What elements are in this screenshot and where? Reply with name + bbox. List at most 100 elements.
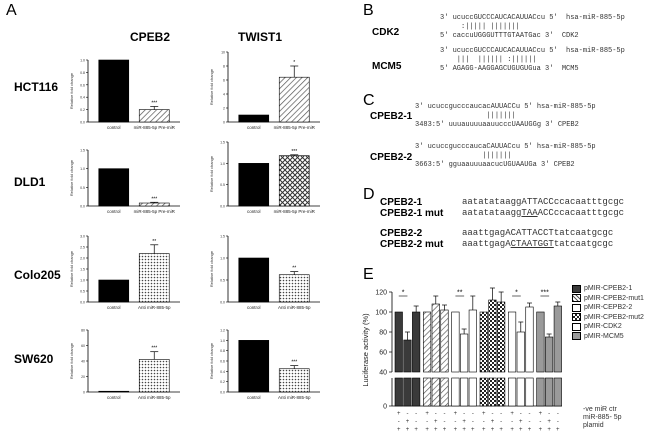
chart-a-hct116-twist1: 0 2 4 6 8 10 Relative fold change control miR-88…: [209, 51, 320, 130]
significance-label: *: [293, 60, 295, 66]
condition-sign: -: [426, 419, 428, 425]
d-seq-2-pre: aaattgagA: [462, 228, 511, 238]
bar-1: [138, 253, 170, 303]
bar-upper: [394, 311, 403, 373]
bar-upper: [553, 305, 562, 373]
col-header-cpeb2: CPEB2: [129, 30, 170, 44]
condition-sign: -: [528, 419, 530, 425]
condition-sign: +: [434, 427, 438, 433]
x-tick-label: miR-885-5p Pre-miR: [134, 125, 176, 130]
bar-1: [138, 109, 170, 123]
y-tick-label: 0.0: [220, 205, 225, 209]
x-tick-label: control: [247, 395, 261, 400]
chart-a-dld1-twist1: 0.0 0.5 1.0 1.5 Relative fold change control m…: [209, 141, 320, 214]
bar-upper: [508, 311, 517, 373]
legend-item: pMIR-CPEB2-mut1: [572, 294, 644, 304]
bar-lower: [545, 377, 554, 407]
d-seq-cpeb2-2: aaattgagACATTACCTtatcaatgcgc: [462, 228, 613, 238]
bar-lower: [451, 377, 460, 407]
condition-sign: +: [482, 427, 486, 433]
condition-sign: -: [454, 419, 456, 425]
bar-upper: [451, 311, 460, 373]
y-tick-label: 0.0: [80, 205, 85, 209]
condition-sign: +: [414, 427, 418, 433]
y-tick-label: 2.0: [80, 257, 85, 261]
chart-a-sw620-twist1: 0.0 0.2 0.4 0.6 0.8 1.0 1.2 Relative fold chang…: [209, 329, 320, 400]
x-tick-label: Anti miR-885-5p: [278, 395, 311, 400]
bar-lower: [479, 377, 488, 407]
label-cpeb2-2: CPEB2-2: [370, 152, 413, 163]
y-tick-label: 0.0: [220, 301, 225, 305]
x-tick-label: control: [107, 395, 121, 400]
y-tick-label: 0: [83, 391, 85, 395]
y-axis-label: Luciferase activity (%): [361, 313, 370, 387]
bar-upper: [423, 311, 432, 373]
y-axis-label: Relative fold change: [209, 342, 214, 379]
y-tick-label: 8: [223, 65, 225, 69]
d-seq-2-site: CATTACCT: [510, 228, 554, 238]
y-tick-label: 6: [223, 79, 225, 83]
condition-sign: -: [435, 411, 437, 417]
x-tick-label: Anti miR-885-5p: [138, 395, 171, 400]
y-axis-label: Relative fold change: [69, 72, 74, 109]
legend-label: pMIR-CDK2: [584, 323, 622, 331]
legend-swatch: [572, 322, 581, 331]
row-label-neg-ctr: -ve miR ctr: [583, 406, 617, 413]
y-tick-label: 2: [223, 107, 225, 111]
d-seq-1-site: ATTACC: [521, 197, 554, 207]
chart-a-hct116-cpeb2: 0.0 0.2 0.4 0.6 0.8 1.0 Relative fold change co…: [69, 59, 180, 130]
condition-sign: -: [472, 411, 474, 417]
legend-item: pMIR-CDK2: [572, 322, 644, 332]
legend-item: pMIR-CPEB2-1: [572, 284, 644, 294]
condition-sign: -: [415, 419, 417, 425]
legend-item: pMIR-MCM5: [572, 332, 644, 342]
condition-sign: -: [520, 411, 522, 417]
chart-a-sw620-cpeb2: 0 20 40 60 80 Relative fold change control Anti…: [69, 329, 180, 400]
col-header-twist1: TWIST1: [238, 30, 282, 44]
y-tick-label: 80: [81, 329, 85, 333]
label-d-cpeb2-1: CPEB2-1: [380, 197, 423, 208]
y-tick-label: 0.0: [80, 301, 85, 305]
d-seq-2-post: tatcaatgcgc: [553, 228, 614, 238]
x-tick-label: control: [247, 125, 261, 130]
bar-lower: [412, 377, 421, 407]
cpeb2-2-mir-seq: 3' ucuccgucccaucaCAUUACcu 5' hsa-miR-885…: [415, 143, 596, 151]
y-tick-label: 0.4: [80, 96, 85, 100]
d-seq-1-pre: aatatataagg: [462, 197, 522, 207]
bar-upper: [525, 306, 534, 373]
y-tick-label: 1.0: [220, 257, 225, 261]
label-d-cpeb2-2: CPEB2-2: [380, 228, 423, 239]
bar-0: [238, 163, 270, 207]
panel-letter-c: C: [363, 92, 375, 109]
y-tick-label: 40: [81, 360, 85, 364]
chart-a-colo205-cpeb2: 0.0 0.5 1.0 1.5 2.0 2.5 3.0 Relative fold chang…: [69, 235, 180, 310]
legend-swatch: [572, 294, 581, 303]
legend-label: pMIR-MCM5: [584, 332, 624, 340]
panel-letter-e: E: [363, 266, 374, 283]
cpeb2-1-target-seq: 3483:5' uuuauuuuaauucccUAAUGGg 3' CPEB2: [415, 121, 579, 129]
condition-sign: +: [519, 427, 523, 433]
cpeb2-2-target-seq: 3663:5' gguaauuuaacucUGUAAUGa 3' CPEB2: [415, 161, 575, 169]
condition-sign: +: [539, 427, 543, 433]
bar-lower: [403, 377, 412, 407]
y-tick-label: 1.0: [220, 339, 225, 343]
bar-lower: [536, 377, 545, 407]
bar-group-3: + - -- + -+ + +: [479, 287, 506, 433]
condition-sign: +: [491, 427, 495, 433]
condition-sign: +: [443, 427, 447, 433]
y-tick-label: 1.0: [80, 59, 85, 63]
condition-sign: +: [491, 419, 495, 425]
significance-label: ***: [291, 149, 297, 155]
bar-0: [98, 390, 130, 393]
y-tick-label: 0.2: [220, 380, 225, 384]
mcm5-target-seq: 5' AGAGG-AAGGAGCUGUGUGua 3' MCM5: [440, 65, 579, 73]
panel-letter-b: B: [363, 2, 374, 19]
y-tick-label: 80: [379, 330, 387, 337]
condition-sign: -: [463, 411, 465, 417]
x-tick-label: control: [247, 305, 261, 310]
label-cpeb2-1: CPEB2-1: [370, 111, 413, 122]
y-tick-label: 0: [223, 121, 225, 125]
condition-sign: +: [406, 419, 410, 425]
d-seq-1-post: ccacaatttgcgc: [553, 197, 625, 207]
y-tick-label: 1.2: [220, 329, 225, 333]
